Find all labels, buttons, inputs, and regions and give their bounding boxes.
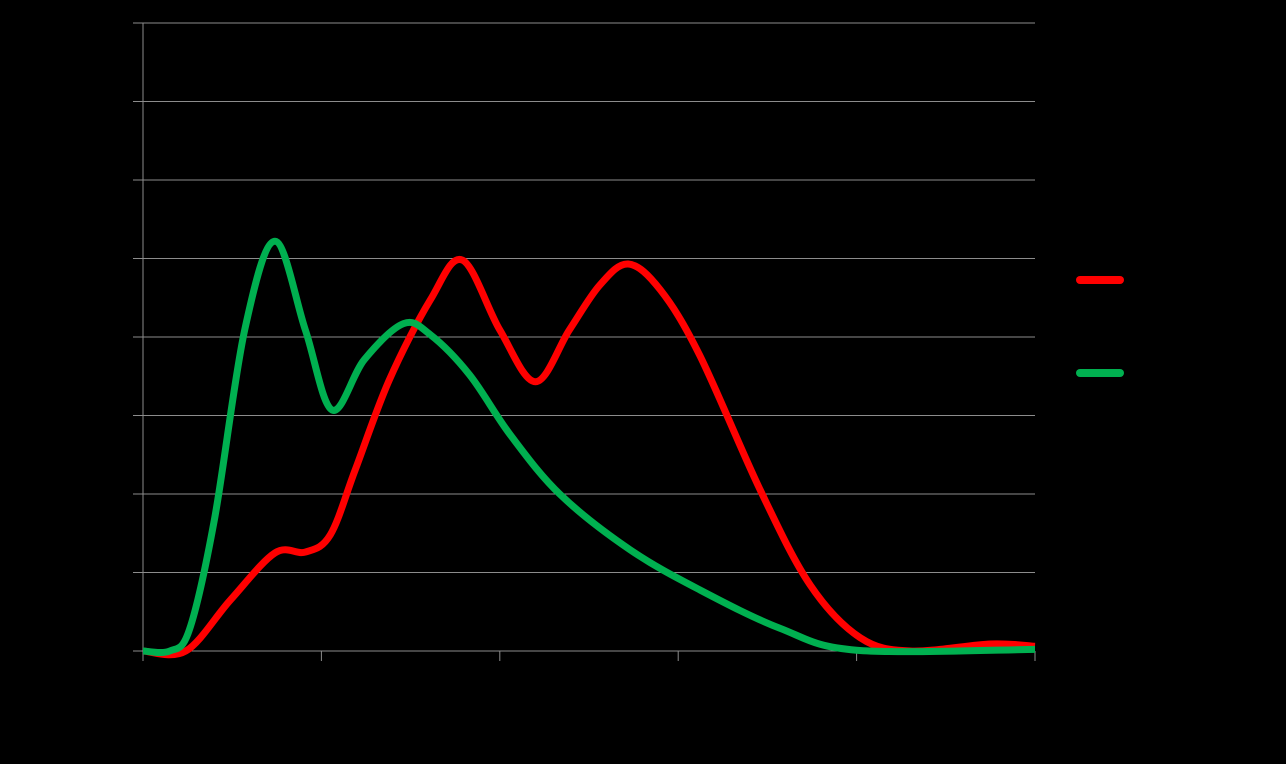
series-line	[142, 256, 1036, 659]
series-line	[142, 237, 1036, 657]
